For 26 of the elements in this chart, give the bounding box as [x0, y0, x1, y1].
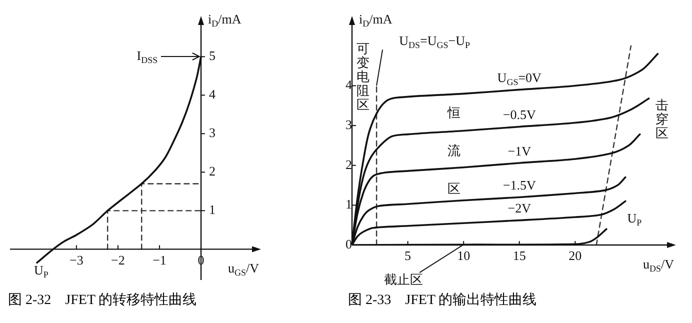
text: 图 2-32 JFET 的转移特性曲线 — [7, 292, 198, 309]
x-tick-label: 5 — [404, 248, 412, 264]
x-tick-label: 10 — [457, 248, 470, 264]
y-tick-label: 3 — [346, 116, 352, 132]
x-tick-label: 15 — [512, 248, 526, 264]
x-tick-label: −3 — [70, 252, 84, 268]
annotation: 可变电阻区 — [356, 41, 370, 112]
series-label: −2V — [508, 200, 532, 216]
y-tick-label: 1 — [346, 196, 352, 212]
series-label: −0.5V — [502, 107, 536, 122]
x-tick-label: −2 — [111, 252, 125, 268]
series-label: −1V — [508, 143, 532, 158]
y-tick-label: 4 — [209, 86, 216, 102]
annotation: 击穿区 — [656, 98, 669, 141]
y-tick-label: 1 — [209, 202, 216, 218]
y-tick-label: 2 — [209, 164, 216, 179]
text: 图 2-33 JFET 的输出特性曲线 — [347, 292, 538, 309]
series-label: −1.5V — [502, 178, 536, 193]
text: 恒流区 — [447, 104, 460, 196]
x-tick-label: −1 — [152, 252, 166, 268]
y-tick-label: 2 — [346, 156, 352, 172]
x-tick-label: 20 — [568, 248, 582, 264]
y-tick-label: 0 — [346, 236, 352, 252]
y-tick-label: 5 — [209, 48, 216, 64]
y-tick-label: 4 — [346, 77, 352, 92]
y-tick-label: 3 — [209, 125, 216, 140]
